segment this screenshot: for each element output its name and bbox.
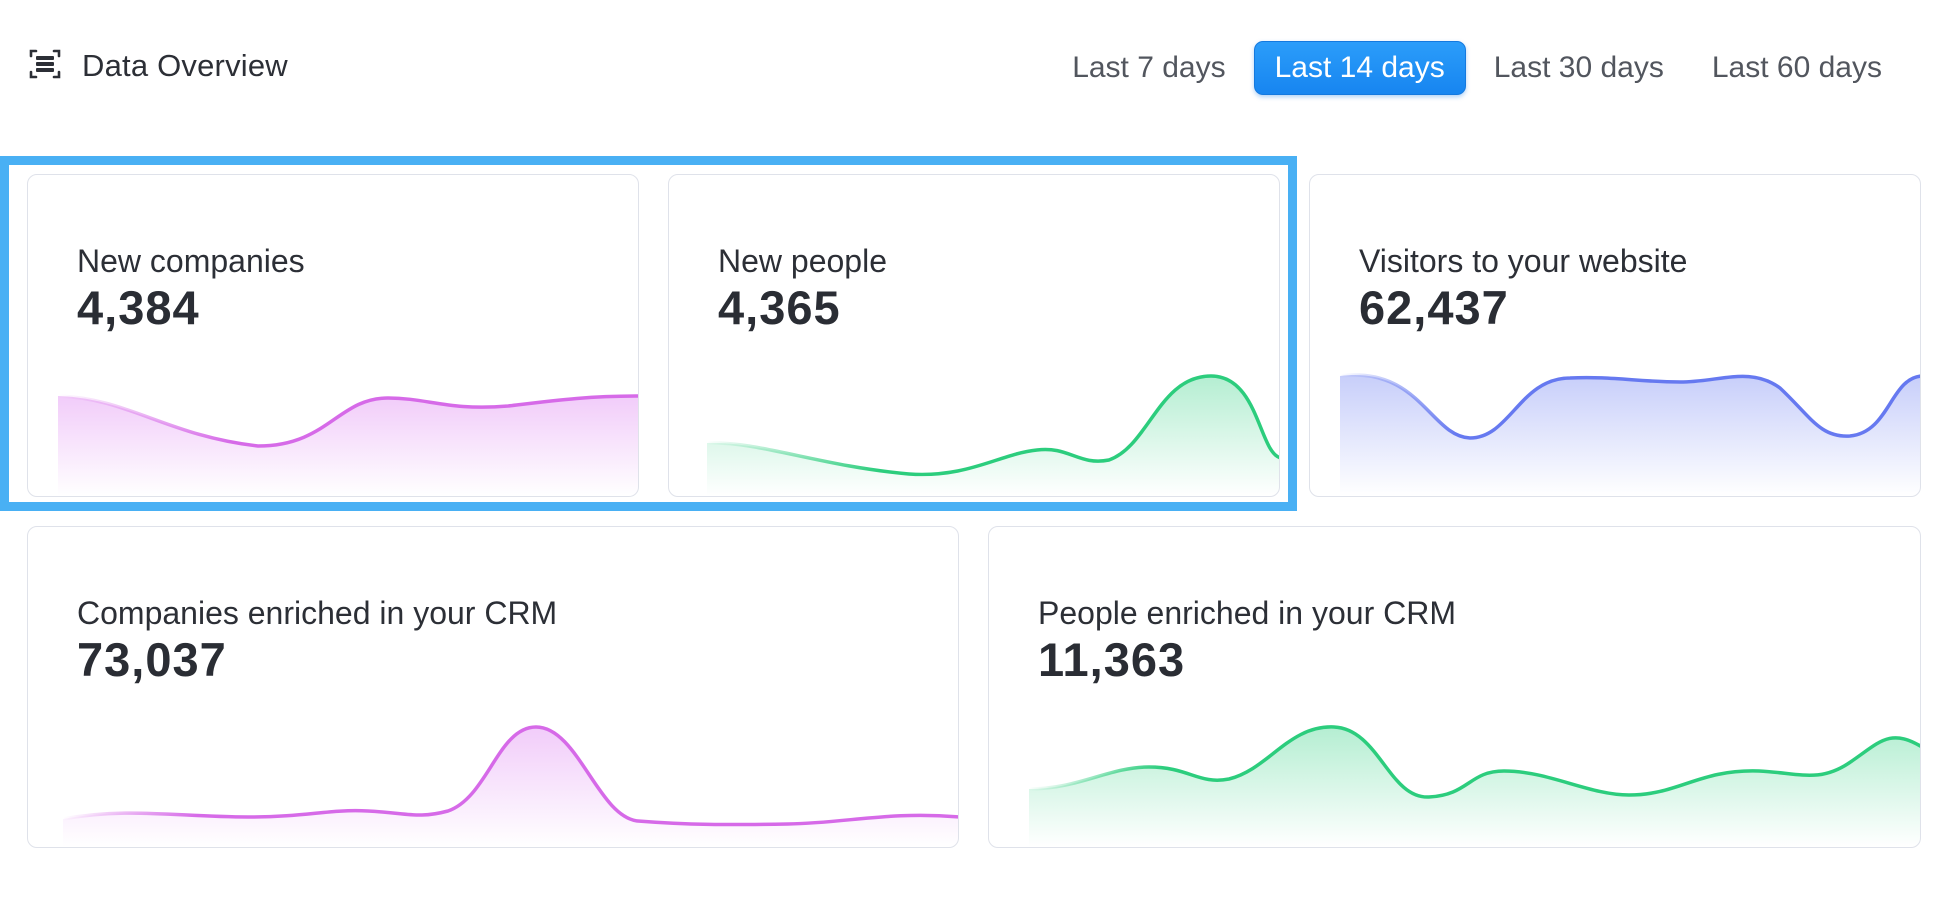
tab-last-7-days[interactable]: Last 7 days	[1072, 51, 1226, 84]
card-title: People enriched in your CRM	[1038, 595, 1456, 631]
card-new-people[interactable]: New people 4,365	[668, 174, 1280, 497]
card-value: 4,384	[77, 281, 200, 334]
card-website-visitors[interactable]: Visitors to your website 62,437	[1309, 174, 1921, 497]
card-title: New people	[718, 243, 887, 279]
card-value: 11,363	[1038, 633, 1186, 686]
card-new-companies[interactable]: New companies 4,384	[27, 174, 639, 497]
card-title: Companies enriched in your CRM	[77, 595, 558, 631]
list-frame-icon	[28, 47, 62, 86]
sparkline-chart	[56, 394, 638, 496]
sparkline-chart	[1338, 373, 1920, 496]
card-title: New companies	[77, 243, 305, 279]
page-title: Data Overview	[82, 48, 288, 83]
tab-last-30-days[interactable]: Last 30 days	[1493, 51, 1664, 84]
tab-last-14-days[interactable]: Last 14 days	[1253, 41, 1466, 95]
page-header: Data Overview	[28, 46, 288, 86]
card-value: 62,437	[1359, 281, 1509, 334]
card-companies-enriched[interactable]: Companies enriched in your CRM 73,037	[27, 526, 959, 848]
tab-last-60-days[interactable]: Last 60 days	[1711, 51, 1882, 84]
card-people-enriched[interactable]: People enriched in your CRM 11,363	[988, 526, 1921, 848]
card-value: 73,037	[77, 633, 227, 686]
date-range-tabs: Last 7 days Last 14 days Last 30 days La…	[1052, 41, 1902, 95]
card-title: Visitors to your website	[1359, 243, 1688, 279]
sparkline-chart	[61, 725, 958, 847]
card-value: 4,365	[718, 281, 841, 334]
sparkline-chart	[1027, 725, 1920, 847]
sparkline-chart	[705, 374, 1279, 496]
